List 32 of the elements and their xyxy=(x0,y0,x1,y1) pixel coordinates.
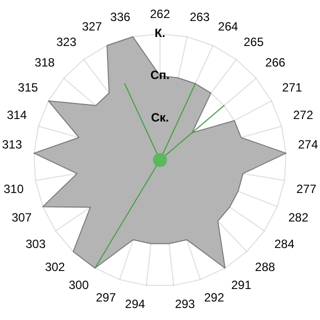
spoke-label: 313 xyxy=(2,138,22,152)
spoke-label: 294 xyxy=(125,296,146,311)
spoke-label: 300 xyxy=(68,278,90,292)
spoke-label: 274 xyxy=(298,138,318,152)
spoke-label: 288 xyxy=(255,260,276,274)
spoke-label: 282 xyxy=(288,210,309,225)
y-tick-label: К. xyxy=(154,26,166,40)
spoke-label: 265 xyxy=(244,35,264,50)
spoke-label: 314 xyxy=(6,108,28,122)
spoke-label: 271 xyxy=(282,80,302,94)
spoke-label: 293 xyxy=(174,296,196,311)
y-tick-label: Ск. xyxy=(150,110,170,124)
spoke-label: 315 xyxy=(18,80,38,94)
spoke-label: 323 xyxy=(56,35,77,50)
spoke-label: 291 xyxy=(231,278,252,292)
spoke-label: 318 xyxy=(34,56,56,70)
spoke-label: 310 xyxy=(4,182,24,196)
spoke-label: 302 xyxy=(44,260,66,274)
spoke-label: 327 xyxy=(82,20,102,34)
spoke-label: 264 xyxy=(218,20,238,34)
spoke-label: 336 xyxy=(110,10,131,24)
spoke-label: 297 xyxy=(96,290,116,304)
spoke-label: 284 xyxy=(274,237,295,252)
spoke-label: 263 xyxy=(190,10,210,24)
spoke-label: 307 xyxy=(12,210,32,225)
y-tick-label: Сп. xyxy=(150,68,170,82)
spoke-label: 266 xyxy=(265,56,286,70)
spoke-label: 303 xyxy=(26,237,46,252)
spoke-label: 262 xyxy=(150,6,170,21)
spoke-label: 277 xyxy=(296,182,317,196)
spoke-label: 272 xyxy=(293,108,314,122)
spoke-label: 292 xyxy=(204,290,224,304)
